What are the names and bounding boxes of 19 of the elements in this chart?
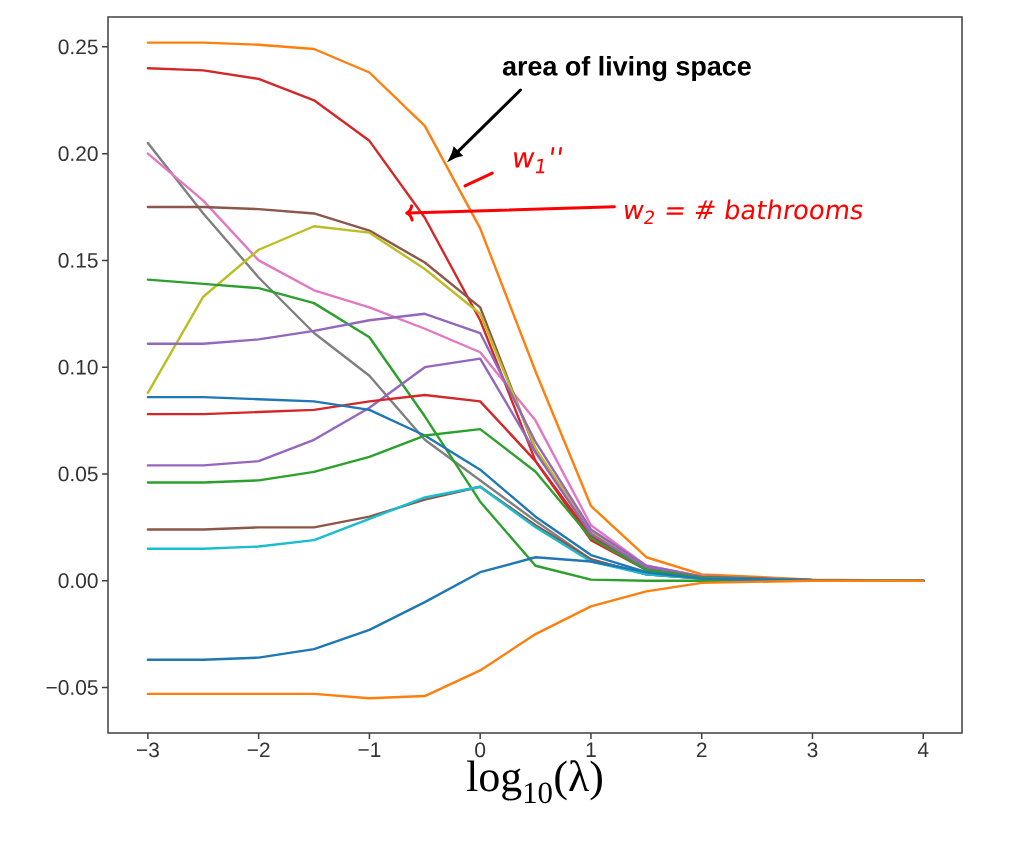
x-tick-label: 3 <box>807 742 818 758</box>
y-tick-label: 0.05 <box>58 466 98 482</box>
x-tick-label: 4 <box>917 742 929 757</box>
y-tick-label: 0.25 <box>58 39 98 55</box>
x-tick-label: −2 <box>247 742 270 758</box>
annotation: w$_{2}$ = # bathrooms <box>624 199 863 225</box>
x-axis-title: log$_{10}$(λ) <box>467 760 602 804</box>
x-tick-label: 0 <box>475 742 486 758</box>
x-tick-label: −3 <box>136 742 159 758</box>
x-tick-label: 1 <box>586 742 596 757</box>
annotation: w$_{1}$'' <box>514 147 563 174</box>
x-tick-label: 2 <box>696 742 707 758</box>
y-tick-label: 0.10 <box>58 359 98 375</box>
y-tick-label: 0.15 <box>58 253 98 268</box>
x-tick-label: −1 <box>358 742 381 757</box>
y-tick-label: 0.00 <box>58 573 98 589</box>
annotation: area of living space <box>502 55 751 82</box>
y-tick-label: 0.20 <box>58 146 98 162</box>
y-tick-label: −0.05 <box>46 680 98 695</box>
